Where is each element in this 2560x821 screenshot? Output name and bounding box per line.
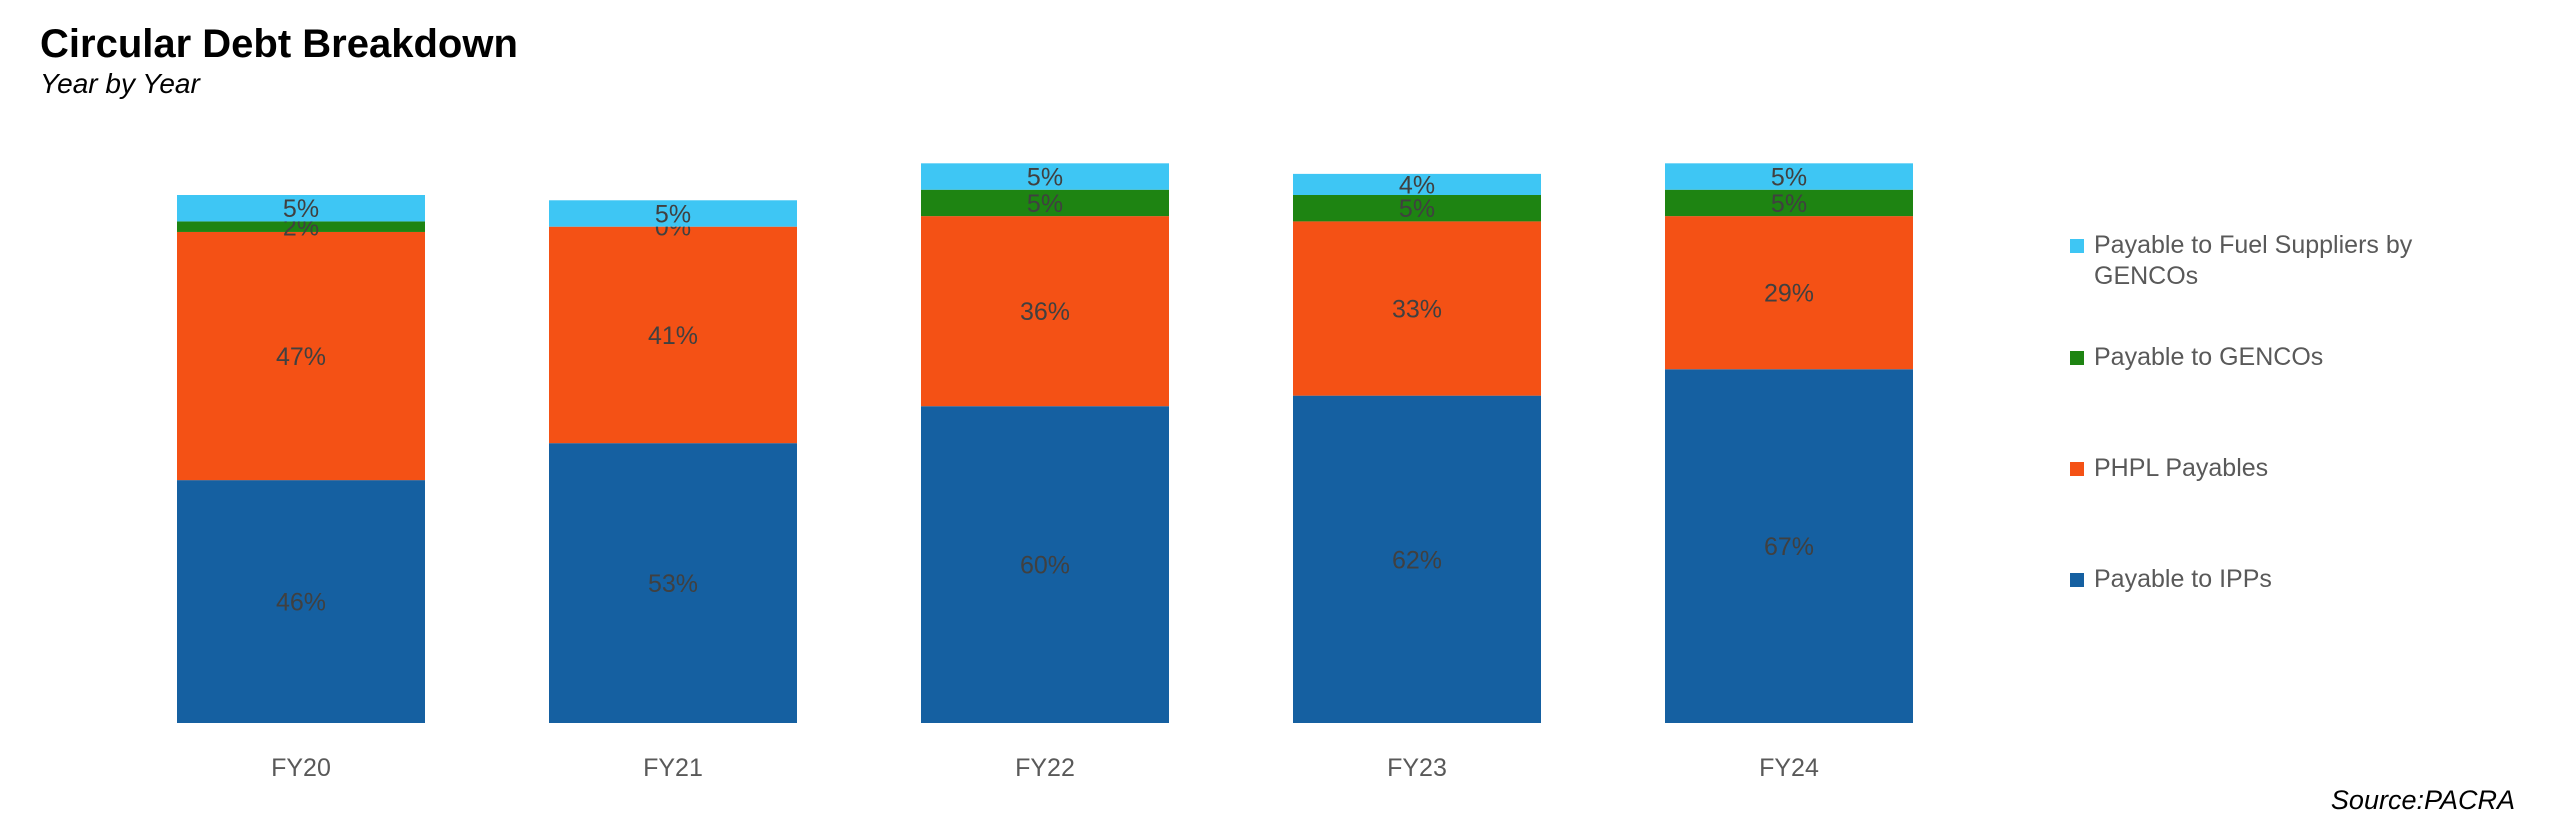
x-tick-label-fy24: FY24 (1759, 754, 1819, 782)
bar-segment-fy22-s1 (921, 216, 1169, 407)
bar-segment-fy20-s3 (177, 195, 425, 222)
legend-item: Payable to IPPs (2070, 564, 2510, 595)
data-label-fy24-s1: 29% (1764, 280, 1814, 308)
legend-swatch (2070, 462, 2084, 476)
data-label-fy22-s3: 5% (1027, 164, 1063, 192)
bar-segment-fy24-s3 (1665, 163, 1913, 190)
data-label-fy20-s1: 47% (276, 343, 326, 371)
chart-subtitle: Year by Year (40, 68, 200, 99)
legend-swatch (2070, 351, 2084, 365)
legend-label: Payable to Fuel Suppliers by GENCOs (2094, 231, 2413, 290)
data-label-fy22-s0: 60% (1020, 552, 1070, 580)
bar-segment-fy22-s2 (921, 189, 1169, 217)
chart-title: Circular Debt Breakdown (40, 22, 518, 66)
bar-segment-fy20-s2 (177, 221, 425, 232)
bar-segment-fy23-s0 (1293, 395, 1541, 723)
legend-swatch (2070, 573, 2084, 587)
legend-label: Payable to IPPs (2094, 565, 2272, 593)
data-label-fy24-s2: 5% (1771, 190, 1807, 218)
legend-item: PHPL Payables (2070, 453, 2510, 484)
data-label-fy23-s0: 62% (1392, 546, 1442, 574)
data-label-fy23-s1: 33% (1392, 296, 1442, 324)
bar-segment-fy23-s3 (1293, 173, 1541, 195)
bar-segment-fy21-s3 (549, 200, 797, 227)
bar-segment-fy24-s0 (1665, 369, 1913, 723)
source-note: Source:PACRA (2330, 785, 2515, 815)
bar-segment-fy21-s1 (549, 226, 797, 444)
bar-segment-fy23-s2 (1293, 195, 1541, 222)
bar-segment-fy23-s1 (1293, 221, 1541, 396)
x-tick-label-fy23: FY23 (1387, 754, 1447, 782)
legend-label: PHPL Payables (2094, 454, 2269, 482)
data-label-fy20-s0: 46% (276, 589, 326, 617)
bar-segment-fy24-s1 (1665, 216, 1913, 370)
legend-swatch (2070, 239, 2084, 253)
bar-segment-fy20-s0 (177, 480, 425, 723)
data-label-fy21-s3: 5% (655, 200, 691, 228)
bar-segment-fy22-s0 (921, 406, 1169, 723)
data-label-fy21-s0: 53% (648, 570, 698, 598)
data-label-fy23-s3: 4% (1399, 171, 1435, 199)
bar-segment-fy22-s3 (921, 163, 1169, 190)
x-tick-label-fy20: FY20 (271, 754, 331, 782)
legend-item: Payable to Fuel Suppliers by GENCOs (2070, 230, 2510, 292)
data-label-fy22-s1: 36% (1020, 298, 1070, 326)
bar-segment-fy24-s2 (1665, 189, 1913, 217)
legend-label: Payable to GENCOs (2094, 343, 2324, 371)
bar-segment-fy20-s1 (177, 231, 425, 481)
data-label-fy24-s0: 67% (1764, 533, 1814, 561)
data-label-fy20-s3: 5% (283, 195, 319, 223)
data-label-fy21-s1: 41% (648, 322, 698, 350)
data-label-fy24-s3: 5% (1771, 164, 1807, 192)
data-label-fy22-s2: 5% (1027, 190, 1063, 218)
bar-segment-fy21-s0 (549, 443, 797, 723)
x-tick-label-fy22: FY22 (1015, 754, 1075, 782)
legend-item: Payable to GENCOs (2070, 342, 2510, 373)
x-tick-label-fy21: FY21 (643, 754, 703, 782)
data-label-fy23-s2: 5% (1399, 195, 1435, 223)
